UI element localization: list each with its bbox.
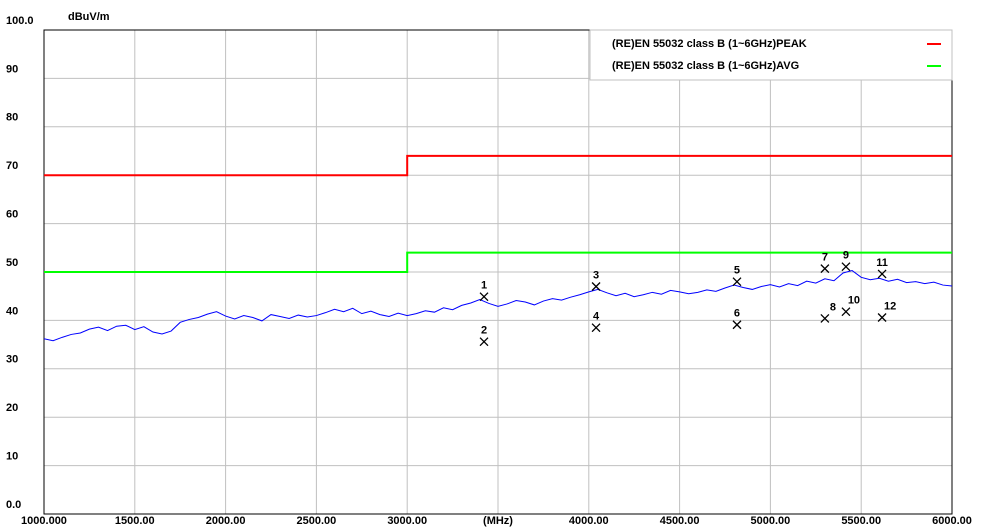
- y-tick-label: 0.0: [6, 499, 21, 511]
- y-tick-label: 10: [6, 451, 18, 463]
- y-tick-label: 40: [6, 305, 18, 317]
- marker: [841, 262, 851, 272]
- marker: [732, 277, 742, 287]
- x-tick-label: 4000.00: [569, 515, 609, 527]
- marker-label: 9: [843, 250, 849, 262]
- marker-label: 3: [593, 269, 599, 281]
- legend-label: (RE)EN 55032 class B (1~6GHz)PEAK: [612, 38, 807, 50]
- marker: [591, 323, 601, 333]
- x-tick-label: (MHz): [483, 515, 513, 527]
- series-line: [44, 154, 952, 177]
- x-tick-label: 2000.00: [206, 515, 246, 527]
- marker-label: 10: [848, 295, 860, 307]
- marker-label: 6: [734, 308, 740, 320]
- legend-box: [589, 29, 953, 81]
- marker-label: 2: [481, 325, 487, 337]
- x-tick-label: 5500.00: [841, 515, 881, 527]
- marker: [479, 292, 489, 302]
- marker-label: 12: [884, 300, 896, 312]
- marker: [820, 314, 830, 323]
- y-tick-label: 80: [6, 112, 18, 124]
- marker-label: 8: [830, 301, 836, 313]
- marker-label: 5: [734, 265, 740, 277]
- x-tick-label: 5000.00: [751, 515, 791, 527]
- marker: [591, 282, 601, 291]
- legend-label: (RE)EN 55032 class B (1~6GHz)AVG: [612, 60, 799, 72]
- y-tick-label: 90: [6, 63, 18, 75]
- marker: [877, 313, 887, 322]
- x-tick-label: 6000.00: [932, 515, 972, 527]
- y-tick-label: 100.0: [6, 15, 34, 27]
- x-tick-label: 4500.00: [660, 515, 700, 527]
- marker: [732, 320, 742, 330]
- y-tick-label: 50: [6, 257, 18, 269]
- series-line: [43, 270, 953, 342]
- marker: [841, 307, 851, 317]
- x-tick-label: 2500.00: [297, 515, 337, 527]
- x-tick-label: 1500.00: [115, 515, 155, 527]
- marker: [479, 337, 489, 347]
- y-tick-label: 60: [6, 209, 18, 221]
- marker-label: 1: [481, 280, 487, 292]
- x-tick-label: 3000.00: [387, 515, 427, 527]
- series-line: [44, 251, 952, 273]
- x-tick-label: 1000.000: [21, 515, 67, 527]
- marker-label: 11: [876, 257, 888, 269]
- marker-label: 4: [593, 311, 600, 323]
- y-tick-label: 70: [6, 160, 18, 172]
- marker: [877, 269, 887, 279]
- y-tick-label: 20: [6, 402, 18, 414]
- y-tick-label: 30: [6, 354, 18, 366]
- marker: [820, 264, 830, 274]
- marker-label: 7: [822, 252, 828, 264]
- y-axis-unit: dBuV/m: [68, 11, 110, 23]
